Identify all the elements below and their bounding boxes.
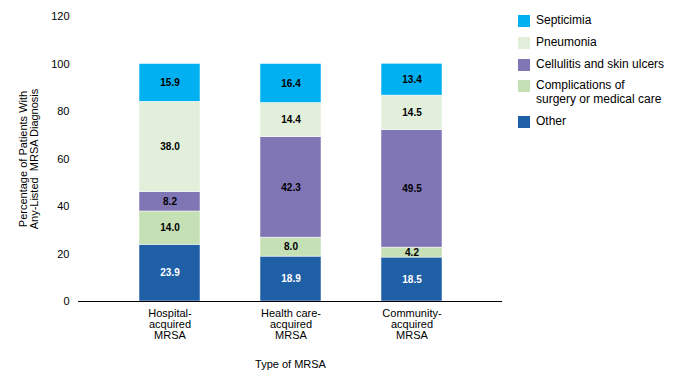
svg-text:13.4: 13.4 bbox=[402, 74, 422, 85]
svg-text:Hospital-acquiredMRSA: Hospital-acquiredMRSA bbox=[148, 307, 192, 341]
svg-text:14.5: 14.5 bbox=[402, 107, 422, 118]
svg-text:23.9: 23.9 bbox=[160, 267, 180, 278]
svg-text:38.0: 38.0 bbox=[160, 141, 180, 152]
svg-text:80: 80 bbox=[57, 105, 69, 117]
svg-text:40: 40 bbox=[57, 200, 69, 212]
svg-text:18.9: 18.9 bbox=[281, 273, 301, 284]
svg-text:Type of MRSA: Type of MRSA bbox=[255, 358, 327, 370]
svg-text:Percentage of Patients WithAny: Percentage of Patients WithAny-Listed MR… bbox=[17, 88, 40, 229]
svg-text:Community-acquiredMRSA: Community-acquiredMRSA bbox=[382, 307, 442, 341]
svg-text:15.9: 15.9 bbox=[160, 77, 180, 88]
svg-text:0: 0 bbox=[63, 295, 69, 307]
svg-text:120: 120 bbox=[51, 10, 69, 22]
svg-text:Health care-acquiredMRSA: Health care-acquiredMRSA bbox=[261, 307, 321, 341]
html-text:Cellulitis and skin ulcers: Cellulitis and skin ulcers bbox=[536, 56, 665, 71]
html-text:Septicimia: Septicimia bbox=[536, 13, 592, 27]
svg-text:18.5: 18.5 bbox=[402, 274, 422, 285]
html-text:Complications of surgery or me: Complications of surgery or medical care bbox=[536, 78, 662, 107]
svg-text:100: 100 bbox=[51, 58, 69, 70]
svg-text:20: 20 bbox=[57, 248, 69, 260]
html-text:Pneumonia: Pneumonia bbox=[536, 34, 597, 49]
svg-text:16.4: 16.4 bbox=[281, 78, 301, 89]
svg-text:49.5: 49.5 bbox=[402, 183, 422, 194]
svg-text:8.2: 8.2 bbox=[163, 196, 177, 207]
svg-text:4.2: 4.2 bbox=[405, 247, 419, 258]
svg-text:60: 60 bbox=[57, 153, 69, 165]
html-text:Other: Other bbox=[536, 114, 566, 128]
svg-text:8.0: 8.0 bbox=[284, 241, 298, 252]
svg-text:14.0: 14.0 bbox=[160, 222, 180, 233]
svg-text:14.4: 14.4 bbox=[281, 114, 301, 125]
svg-text:42.3: 42.3 bbox=[281, 182, 301, 193]
